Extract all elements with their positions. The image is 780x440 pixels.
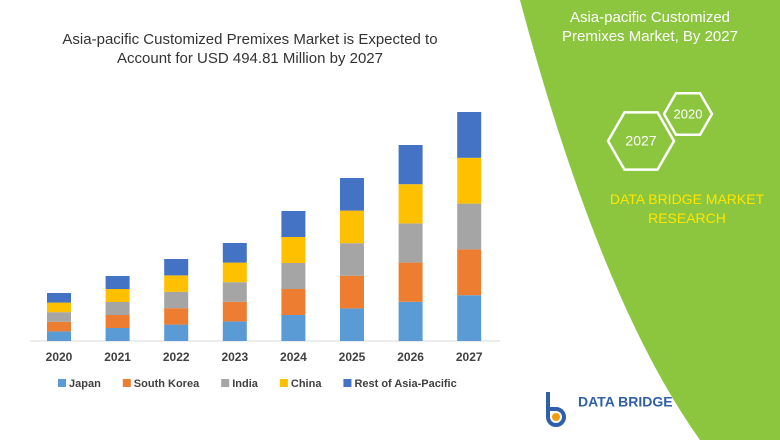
company-name: DATA BRIDGE MARKET RESEARCH (609, 191, 765, 226)
legend-label: South Korea (134, 378, 200, 390)
bar-segment (340, 210, 364, 244)
bar-segment (281, 315, 306, 341)
chart-title: Asia-pacific Customized Premixes Market … (62, 31, 438, 67)
legend-swatch (58, 379, 66, 387)
x-tick-label: 2020 (46, 350, 73, 364)
bar-segment (398, 184, 423, 224)
legend-label: Rest of Asia-Pacific (354, 378, 456, 390)
x-tick-label: 2021 (104, 350, 131, 364)
bar-segment (47, 302, 71, 313)
legend-label: India (232, 378, 259, 390)
green-panel (520, 0, 780, 440)
hexagon (606, 111, 676, 171)
bar-segment (457, 249, 482, 296)
bar-segment (457, 203, 482, 250)
hexagon-label: 2020 (674, 106, 703, 121)
bar-segment (457, 112, 482, 158)
x-tick-label: 2023 (221, 350, 248, 364)
legend-swatch (279, 379, 288, 387)
bar-segment (222, 282, 247, 302)
x-tick-label: 2024 (280, 350, 307, 364)
x-tick-label: 2027 (456, 350, 483, 364)
bar-segment (105, 315, 130, 328)
bar-segment (105, 276, 130, 289)
bar-segment (281, 263, 306, 289)
hexagon (662, 91, 714, 137)
bar-segment (398, 262, 423, 302)
bar-segment (105, 328, 130, 341)
bar-segment (105, 302, 130, 315)
bar-segment (340, 243, 364, 276)
bar-segment (164, 291, 189, 309)
bar-segment (47, 331, 71, 341)
x-tick-label: 2025 (339, 350, 366, 364)
bar-segment (164, 324, 189, 341)
logo-text: DATA BRIDGE (578, 394, 673, 410)
bar-segment (222, 243, 247, 263)
bar-segment (340, 275, 364, 309)
legend-label: China (291, 378, 322, 390)
bar-segment (457, 157, 482, 204)
bar-segment (222, 321, 247, 341)
x-tick-label: 2022 (163, 350, 190, 364)
legend-swatch (122, 379, 131, 387)
bar-segment (164, 259, 189, 276)
x-tick-label: 2026 (397, 350, 424, 364)
legend-label: Japan (69, 378, 101, 390)
bar-segment (398, 301, 423, 341)
legend-swatch (221, 379, 230, 387)
hexagon-label: 2027 (625, 133, 656, 149)
bar-segment (47, 293, 71, 303)
bar-segment (222, 262, 247, 283)
legend-swatch (343, 379, 352, 387)
bar-segment (281, 289, 306, 315)
bar-segment (398, 145, 423, 185)
bar-segment (47, 312, 71, 322)
bar-segment (281, 237, 306, 263)
bar-segment (340, 308, 364, 341)
logo-icon (546, 392, 566, 427)
bar-segment (457, 295, 482, 341)
bar-segment (105, 289, 130, 302)
bar-segment (281, 211, 306, 237)
bar-segment (164, 275, 189, 292)
bar-segment (47, 321, 71, 332)
bar-segment (164, 308, 189, 325)
bar-segment (398, 223, 423, 263)
logo-icon (552, 413, 560, 421)
bar-segment (222, 301, 247, 322)
panel-title: Asia-pacific Customized Premixes Market,… (562, 9, 738, 45)
bar-segment (340, 178, 364, 211)
